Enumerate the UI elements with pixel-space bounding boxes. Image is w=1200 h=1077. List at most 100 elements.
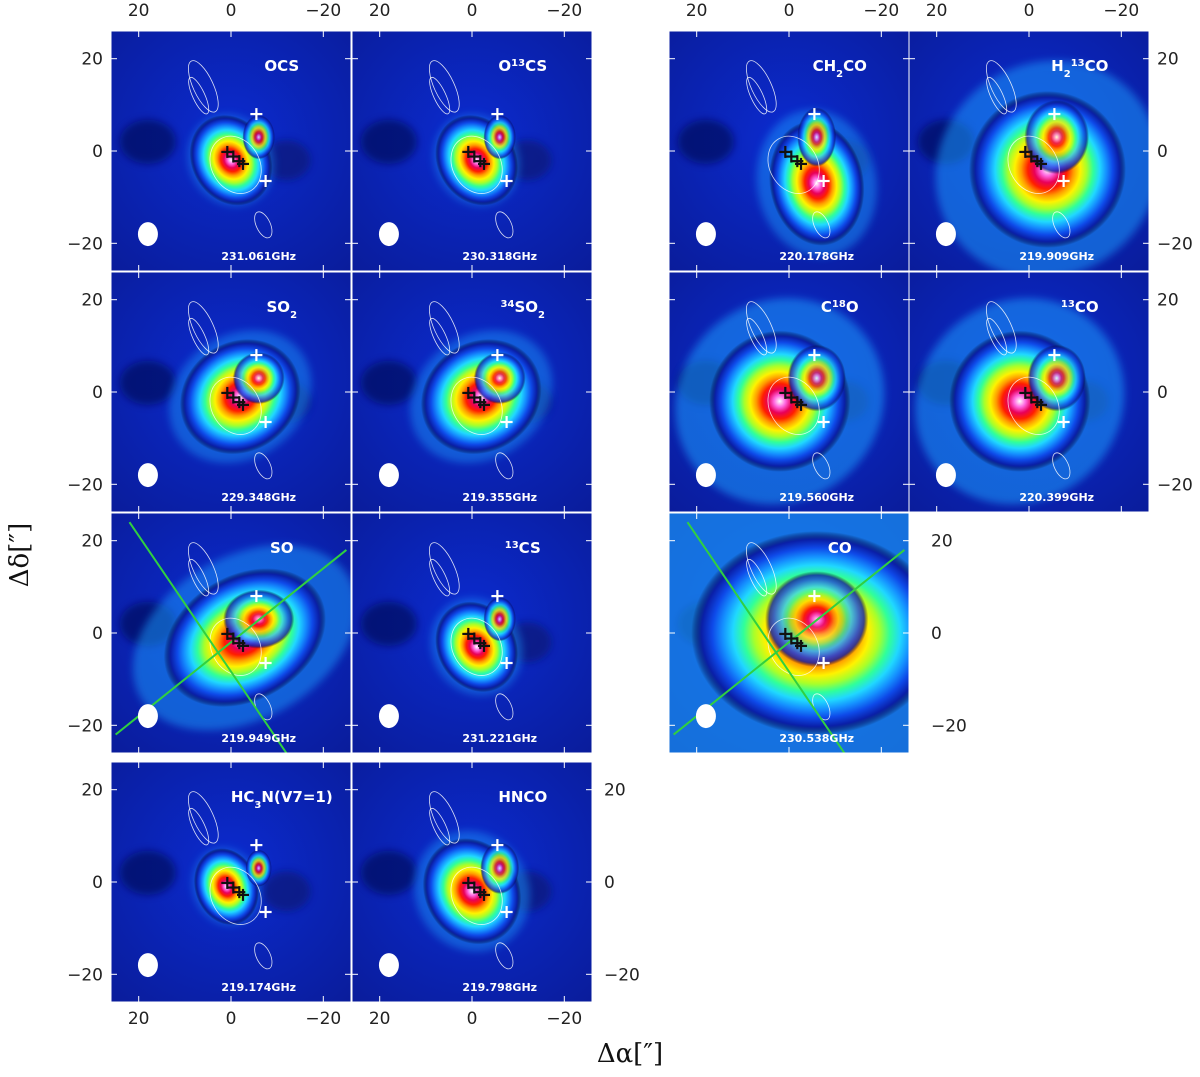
panel-hnco: HNCO 219.798GHz [351, 761, 593, 1003]
dust-contour [209, 376, 262, 435]
dust-contour [812, 211, 831, 239]
background-dark-patch [677, 119, 734, 164]
dust-contour [188, 301, 219, 354]
secondary-emission-peak [787, 344, 846, 412]
beam-ellipse [935, 463, 956, 488]
white-cross-marker [817, 657, 830, 669]
dust-contour [254, 211, 273, 239]
tick-label: −20 [305, 1009, 341, 1029]
tick-label: −20 [546, 1009, 582, 1029]
dust-contour [767, 617, 820, 676]
panel-frequency-label: 220.178GHz [779, 250, 854, 263]
dust-contour [746, 317, 768, 356]
dust-contour [767, 376, 820, 435]
secondary-emission-peak [473, 352, 526, 404]
molecule-label-part: HNCO [498, 788, 547, 806]
outflow-axis-line [672, 549, 906, 736]
dust-contour [1052, 211, 1071, 239]
beam-ellipse [935, 222, 956, 247]
molecule-label-part: H [1051, 57, 1064, 75]
panel-molecule-label: CH2CO [813, 57, 867, 80]
beam-ellipse [695, 463, 716, 488]
panel-so: SO 219.949GHz [110, 512, 352, 754]
secondary-emission-peak [480, 842, 520, 894]
white-cross-marker [500, 906, 513, 918]
secondary-emission-peak [1027, 344, 1086, 412]
white-cross-marker [817, 175, 830, 187]
molecule-label-part: SO [267, 298, 291, 316]
beam-ellipse [695, 222, 716, 247]
panel-molecule-label: 34SO2 [501, 298, 545, 321]
molecule-label-part: 2 [836, 69, 843, 80]
dust-contour [429, 317, 451, 356]
molecule-label-part: CH [813, 57, 837, 75]
background-dark-patch [360, 360, 417, 405]
molecule-label-part: N(V7=1) [261, 788, 332, 806]
secondary-emission-peak [1024, 100, 1089, 175]
black-cross-marker [795, 639, 807, 652]
tick-label: 20 [926, 1, 948, 21]
panel-13cs: 13CS 231.221GHz [351, 512, 593, 754]
molecule-label-part: CO [1075, 298, 1099, 316]
tick-label: 0 [1157, 142, 1168, 162]
tick-label: −20 [67, 234, 103, 254]
secondary-emission-peak [232, 352, 285, 404]
background-dark-patch [119, 850, 176, 895]
panel-13co: 13CO 220.399GHz [908, 271, 1150, 513]
dust-contour [188, 807, 210, 846]
panel-molecule-label: 13CO [1061, 298, 1099, 316]
panel-molecule-label: O13CS [498, 57, 547, 75]
dust-contour [450, 866, 503, 925]
beam-ellipse [137, 953, 158, 978]
beam-ellipse [378, 463, 399, 488]
panel-molecule-label: SO [270, 539, 294, 557]
white-cross-marker [817, 416, 830, 428]
beam-ellipse [137, 463, 158, 488]
black-cross-marker [785, 632, 798, 645]
black-cross-marker [795, 398, 807, 411]
panel-h213co: H213CO 219.909GHz [908, 30, 1150, 272]
panel-frequency-label: 229.348GHz [221, 491, 296, 504]
dust-contour [495, 452, 514, 480]
panel-frequency-label: 219.949GHz [221, 732, 296, 745]
emission-peak [769, 120, 865, 246]
tick-label: 20 [1157, 291, 1179, 311]
molecule-label-part: SO [270, 539, 294, 557]
background-dark-patch [360, 119, 417, 164]
dust-contour [429, 542, 460, 595]
secondary-emission-peak [483, 115, 516, 160]
tick-label: 0 [1024, 1, 1035, 21]
molecule-label-part: CS [519, 539, 541, 557]
dust-contour [429, 807, 451, 846]
black-cross-marker [1035, 157, 1047, 170]
dust-contour [767, 135, 820, 194]
white-cross-marker [491, 590, 504, 603]
molecule-label-part: 2 [538, 310, 545, 321]
molecule-label-part: CO [843, 57, 867, 75]
dust-contour [188, 60, 219, 113]
black-cross-marker [462, 386, 475, 399]
dust-contour [254, 452, 273, 480]
molecule-label-part: O [498, 57, 511, 75]
white-cross-marker [500, 175, 513, 187]
x-axis-title: Δα[″] [597, 1039, 663, 1069]
black-cross-marker [237, 888, 249, 901]
tick-label: −20 [67, 475, 103, 495]
panel-molecule-label: OCS [264, 57, 299, 75]
tick-label: 0 [784, 1, 795, 21]
tick-label: −20 [931, 716, 967, 736]
dust-contour [254, 942, 273, 970]
panel-frequency-label: 230.538GHz [779, 732, 854, 745]
background-dark-patch [262, 140, 311, 181]
molecule-label-part: 13 [511, 58, 525, 69]
dust-contour [188, 791, 219, 844]
tick-label: 0 [226, 1, 237, 21]
molecule-label-part: 13 [1071, 58, 1085, 69]
molecule-label-part: CO [828, 539, 852, 557]
dust-contour [188, 558, 210, 597]
dust-contour [812, 452, 831, 480]
dust-contour [209, 866, 262, 925]
white-cross-marker [500, 416, 513, 428]
dust-contour [746, 558, 768, 597]
